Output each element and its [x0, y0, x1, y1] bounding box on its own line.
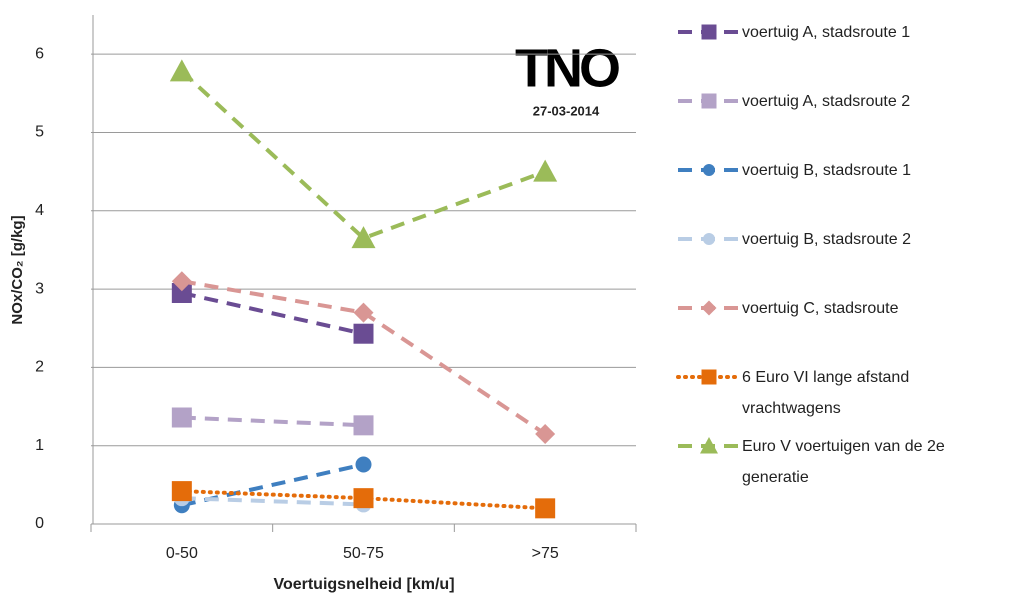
legend-label: voertuig B, stadsroute 2 — [742, 231, 911, 248]
legend-symbol — [678, 300, 740, 316]
x-tick-label: 0-50 — [166, 545, 198, 562]
marker — [171, 407, 192, 428]
marker — [535, 498, 556, 519]
legend-item: voertuig A, stadsroute 2 — [676, 91, 996, 160]
chart: NOx/CO₂ [g/kg] Voertuigsnelheid [km/u] T… — [9, 15, 637, 593]
marker — [171, 481, 192, 502]
series-line — [181, 415, 364, 428]
legend-label: Euro V voertuigen van de 2e generatie — [742, 438, 945, 486]
marker — [700, 437, 718, 454]
series-line — [181, 291, 364, 336]
marker — [353, 488, 374, 509]
legend-item: 6 Euro VI lange afstand vrachtwagens — [676, 367, 996, 436]
marker — [701, 93, 717, 109]
y-tick-label: 3 — [35, 280, 44, 297]
marker — [533, 159, 558, 182]
marker — [355, 456, 372, 473]
y-tick-label: 5 — [35, 124, 44, 141]
marker — [701, 300, 717, 316]
legend-symbol — [678, 437, 740, 454]
x-tick-label: >75 — [532, 545, 559, 562]
legend-item: voertuig C, stadsroute — [676, 298, 996, 367]
y-tick-label: 1 — [35, 437, 44, 454]
y-tick-label: 0 — [35, 515, 44, 532]
legend: voertuig A, stadsroute 1 voertuig A, stad… — [676, 22, 996, 505]
series-line — [181, 496, 364, 507]
legend-label: 6 Euro VI lange afstand vrachtwagens — [742, 369, 910, 417]
legend-label: voertuig A, stadsroute 1 — [742, 24, 911, 41]
marker — [353, 302, 374, 323]
legend-label: voertuig C, stadsroute — [742, 300, 899, 317]
legend-label: voertuig A, stadsroute 2 — [742, 93, 911, 110]
marker — [535, 423, 556, 444]
y-tick-label: 6 — [35, 45, 44, 62]
legend-symbol — [678, 24, 740, 40]
marker — [701, 369, 717, 385]
legend-label: voertuig B, stadsroute 1 — [742, 162, 911, 179]
marker — [171, 271, 192, 292]
legend-item: Euro V voertuigen van de 2e generatie — [676, 436, 996, 505]
legend-item: voertuig B, stadsroute 1 — [676, 160, 996, 229]
y-tick-label: 2 — [35, 359, 44, 376]
legend-symbol — [678, 93, 740, 109]
x-tick-label: 50-75 — [343, 545, 384, 562]
x-axis-label: Voertuigsnelheid [km/u] — [273, 576, 454, 593]
date: 27-03-2014 — [533, 103, 600, 118]
legend-symbol — [676, 369, 742, 385]
marker — [353, 323, 374, 344]
legend-symbol — [678, 164, 740, 176]
marker — [703, 164, 715, 176]
series-line — [180, 69, 546, 241]
legend-item: voertuig B, stadsroute 2 — [676, 229, 996, 298]
legend-symbol — [678, 233, 740, 245]
marker — [353, 415, 374, 436]
legend-item: voertuig A, stadsroute 1 — [676, 22, 996, 91]
marker — [169, 59, 194, 82]
y-axis-label: NOx/CO₂ [g/kg] — [9, 215, 26, 324]
marker — [703, 233, 715, 245]
marker — [351, 226, 376, 249]
marker — [701, 24, 717, 40]
logo: TNO — [515, 38, 619, 98]
y-tick-label: 4 — [35, 202, 44, 219]
marker — [171, 282, 192, 303]
